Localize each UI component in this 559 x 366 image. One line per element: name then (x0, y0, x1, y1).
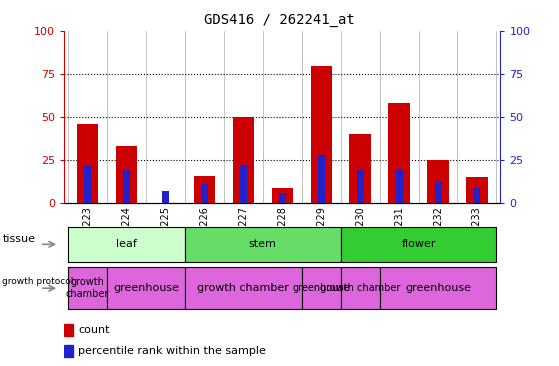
Bar (185, 227, 340, 262)
Bar (68, 227, 185, 262)
Text: count: count (78, 325, 110, 335)
Text: stem: stem (249, 239, 277, 249)
Bar (240, 165, 247, 203)
Text: percentile rank within the sample: percentile rank within the sample (78, 346, 266, 356)
Bar (349, 134, 371, 203)
Text: greenhouse: greenhouse (405, 283, 471, 293)
Text: greenhouse: greenhouse (292, 283, 350, 293)
Text: growth chamber: growth chamber (320, 283, 400, 293)
Bar (380, 267, 496, 309)
Bar (116, 146, 138, 203)
Bar (396, 169, 402, 203)
Bar (107, 267, 185, 309)
Bar (123, 171, 130, 203)
Text: growth protocol: growth protocol (2, 277, 73, 287)
Bar (162, 191, 169, 203)
Bar (473, 188, 480, 203)
Bar (427, 160, 449, 203)
Text: GDS416 / 262241_at: GDS416 / 262241_at (204, 13, 355, 27)
Text: greenhouse: greenhouse (113, 283, 179, 293)
Bar (233, 117, 254, 203)
Bar (340, 227, 496, 262)
Bar (318, 155, 325, 203)
Bar (84, 165, 91, 203)
Bar (302, 267, 340, 309)
Bar (466, 178, 487, 203)
Bar (357, 171, 364, 203)
Text: flower: flower (401, 239, 436, 249)
Bar (185, 267, 302, 309)
Bar (64, 324, 73, 336)
Bar (389, 103, 410, 203)
Bar (77, 124, 98, 203)
Text: growth chamber: growth chamber (197, 283, 290, 293)
Bar (64, 345, 73, 357)
Bar (310, 66, 332, 203)
Text: tissue: tissue (3, 234, 36, 244)
Bar (201, 184, 208, 203)
Text: growth
chamber: growth chamber (66, 277, 110, 299)
Bar (434, 183, 442, 203)
Bar (68, 267, 107, 309)
Text: leaf: leaf (116, 239, 137, 249)
Bar (279, 193, 286, 203)
Bar (340, 267, 380, 309)
Bar (272, 188, 293, 203)
Bar (194, 176, 215, 203)
